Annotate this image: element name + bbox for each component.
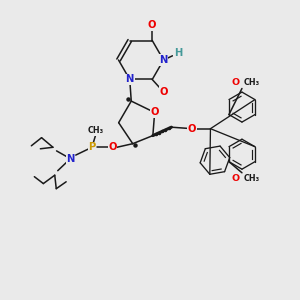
Text: N: N: [66, 154, 74, 164]
Text: N: N: [159, 55, 168, 65]
Text: O: O: [159, 87, 168, 97]
Text: O: O: [150, 107, 159, 118]
Text: O: O: [148, 20, 157, 30]
Text: O: O: [231, 174, 239, 183]
Text: O: O: [108, 142, 117, 152]
Text: N: N: [126, 74, 134, 85]
Text: H: H: [174, 48, 182, 59]
Text: O: O: [231, 78, 239, 87]
Text: CH₃: CH₃: [88, 126, 103, 135]
Text: CH₃: CH₃: [244, 174, 260, 183]
Text: CH₃: CH₃: [244, 78, 260, 87]
Text: O: O: [188, 124, 196, 134]
Text: P: P: [88, 142, 96, 152]
